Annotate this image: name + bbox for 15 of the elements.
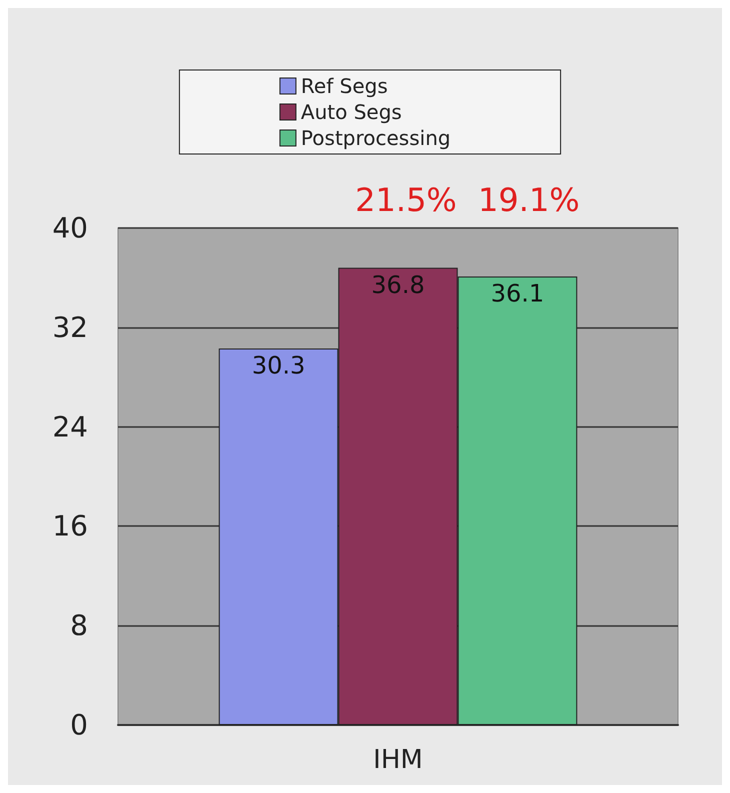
y-tick-label: 16: [52, 510, 88, 543]
legend-label: Postprocessing: [300, 126, 451, 150]
data-label: 36.1: [490, 279, 544, 308]
y-tick-label: 24: [52, 410, 88, 444]
data-label: 30.3: [252, 352, 306, 380]
y-tick-label: 0: [70, 708, 88, 742]
legend-label: Ref Segs: [300, 74, 388, 98]
y-tick-label: 40: [52, 212, 88, 244]
text: 19.1%: [478, 181, 580, 219]
x-tick-label: IHM: [373, 745, 423, 775]
data-label: 36.8: [371, 270, 425, 299]
y-tick-label: 8: [70, 609, 88, 642]
legend-label: Auto Segs: [300, 100, 402, 124]
y-tick-label: 32: [52, 310, 88, 344]
text: 21.5%: [355, 181, 457, 219]
